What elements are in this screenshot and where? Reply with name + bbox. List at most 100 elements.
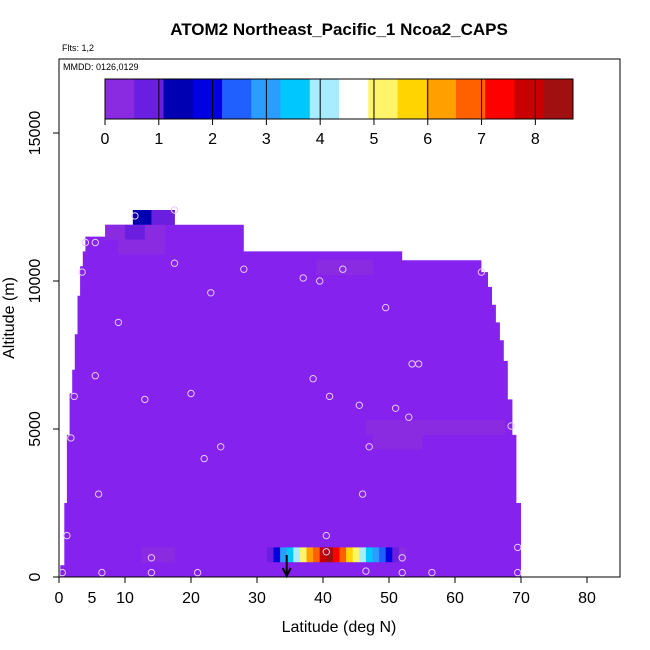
- sample-point: [325, 392, 334, 401]
- x-axis: 0 5 10 20 30 40 50 60 70 80: [55, 577, 596, 607]
- colorbar-segment: [105, 79, 135, 119]
- x-tick-label: 0: [55, 590, 64, 607]
- colorbar-tick-label: 8: [531, 131, 540, 148]
- surface-arrow: [281, 555, 292, 579]
- colorbar-segment: [426, 79, 457, 119]
- sample-point: [240, 265, 248, 273]
- sample-point: [514, 543, 522, 552]
- x-tick-label: 50: [380, 590, 398, 607]
- heatmap-cell: [280, 547, 288, 563]
- heatmap-cell: [352, 547, 360, 563]
- colorbar-tick-label: 0: [101, 131, 110, 148]
- sample-point: [170, 259, 179, 267]
- heatmap-cell: [293, 547, 301, 563]
- arrow-head: [281, 567, 292, 579]
- colorbar-segment: [543, 79, 574, 119]
- colorbar-segment: [368, 79, 398, 119]
- x-tick-label: 80: [578, 590, 596, 607]
- sample-point: [415, 360, 423, 368]
- colorbar-segment: [397, 79, 428, 119]
- colorbar-tick-label: 2: [208, 131, 217, 148]
- sample-point: [131, 212, 139, 220]
- heatmap-cell: [125, 224, 146, 240]
- heatmap-cell: [151, 210, 175, 225]
- heatmap-cell: [346, 547, 354, 563]
- sample-point: [322, 531, 330, 540]
- sample-point: [309, 375, 317, 383]
- heatmap-cell: [379, 547, 387, 563]
- heatmap-cell: [141, 547, 175, 563]
- colorbar-tick-label: 6: [423, 131, 432, 148]
- sample-point: [514, 568, 522, 577]
- sample-point: [114, 318, 123, 327]
- sample-point: [391, 404, 400, 412]
- heatmap-cell: [118, 239, 165, 255]
- heatmap-cell: [365, 420, 396, 435]
- x-tick-label: 70: [512, 590, 530, 607]
- colorbar-segment: [280, 79, 311, 119]
- heatmap-cell: [372, 434, 423, 450]
- heatmap-cell: [266, 547, 274, 563]
- plot-frame: [58, 58, 621, 578]
- heatmap-cell: [372, 547, 380, 563]
- colorbar-segment: [456, 79, 486, 119]
- sample-point: [217, 443, 225, 451]
- colorbar-tick-label: 5: [370, 131, 379, 148]
- x-tick-label: 10: [116, 590, 134, 607]
- sample-point: [70, 392, 78, 401]
- heatmap-cell: [392, 547, 400, 563]
- sample-point: [339, 265, 347, 273]
- heatmap-cell: [319, 547, 327, 563]
- sample-point: [187, 389, 195, 398]
- sample-point: [67, 434, 75, 442]
- sample-point: [78, 268, 86, 276]
- sample-point: [141, 395, 149, 404]
- y-axis-label: Altitude (m): [1, 277, 18, 359]
- x-tick-label: 60: [446, 590, 464, 607]
- sample-points: [58, 206, 522, 577]
- flights-label: Flts: 1,2: [62, 43, 94, 53]
- sample-point: [405, 413, 413, 421]
- heatmap-cell: [468, 420, 505, 435]
- heatmap-cell: [316, 260, 373, 276]
- sample-point: [98, 568, 106, 577]
- mmdd-label: MMDD: 0126,0129: [63, 62, 139, 72]
- heatmap-cell: [332, 547, 340, 563]
- sample-point: [94, 490, 103, 498]
- sample-point: [358, 490, 367, 498]
- sample-point: [398, 568, 406, 577]
- sample-point: [147, 554, 156, 562]
- y-tick-label: 15000: [27, 111, 44, 156]
- sample-point: [63, 531, 71, 540]
- sample-point: [365, 443, 373, 451]
- heatmap-cell: [299, 547, 307, 563]
- x-tick-label: 5: [88, 590, 97, 607]
- colorbar: 0 1 2 3 4 5 6 7 8: [101, 78, 574, 148]
- colorbar-tick-label: 3: [262, 131, 271, 148]
- colorbar-tick-label: 4: [316, 131, 325, 148]
- sample-point: [147, 568, 156, 577]
- colorbar-segment: [514, 79, 545, 119]
- heatmap-cell: [385, 547, 393, 563]
- colorbar-segment: [192, 79, 223, 119]
- colorbar-segment: [339, 79, 369, 119]
- sample-point: [193, 568, 202, 577]
- sample-point: [81, 238, 90, 247]
- colorbar-segment: [163, 79, 194, 119]
- colorbar-segment: [485, 79, 515, 119]
- sample-point: [382, 303, 390, 312]
- sample-point: [91, 372, 100, 380]
- sample-point: [355, 401, 363, 409]
- heatmap-cell: [306, 547, 314, 563]
- colorbar-segment: [222, 79, 252, 119]
- colorbar-tick-label: 1: [154, 131, 163, 148]
- heatmap-cell: [339, 547, 347, 563]
- x-tick-label: 40: [314, 590, 332, 607]
- x-axis-label: Latitude (deg N): [282, 619, 397, 636]
- colorbar-tick-label: 7: [477, 131, 486, 148]
- sample-point: [322, 548, 330, 556]
- x-tick-label: 30: [248, 590, 266, 607]
- sample-point: [428, 568, 436, 577]
- heatmap-cell: [365, 547, 373, 563]
